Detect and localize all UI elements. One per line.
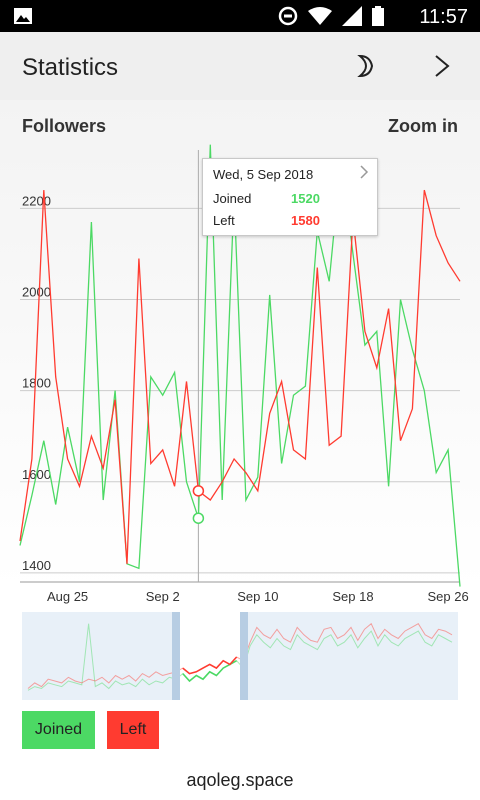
preview-handle-right[interactable] [240, 612, 248, 700]
preview-window-line-joined [182, 659, 237, 683]
tooltip[interactable]: Wed, 5 Sep 2018 Joined 1520 Left 1580 [202, 158, 378, 236]
footer-link[interactable]: aqoleg.space [186, 770, 294, 790]
zoom-in-button[interactable]: Zoom in [388, 116, 458, 136]
series-line-joined [19, 144, 461, 587]
x-tick-label: Sep 10 [237, 589, 278, 604]
gallery-icon [14, 8, 32, 24]
moon-icon[interactable] [350, 52, 378, 80]
tooltip-label-left: Left [213, 213, 235, 228]
tooltip-value-left: 1580 [291, 213, 320, 228]
chart-title: Followers [22, 116, 107, 136]
preview-window [180, 612, 240, 700]
y-tick-label: 1800 [22, 376, 51, 391]
preview-handle-left[interactable] [172, 612, 180, 700]
selected-point-left [192, 485, 205, 497]
series-line-left [19, 189, 461, 564]
y-tick-label: 1400 [22, 558, 51, 573]
battery-icon [372, 6, 384, 26]
app-bar: Statistics [0, 32, 480, 100]
chevron-right-icon[interactable] [428, 52, 456, 80]
y-tick-label: 2200 [22, 193, 51, 208]
page-title: Statistics [22, 54, 119, 81]
data-saver-icon [278, 6, 298, 26]
y-tick-label: 2000 [22, 284, 51, 299]
chevron-right-icon[interactable] [359, 165, 369, 179]
cell-signal-icon [342, 6, 362, 26]
tooltip-value-joined: 1520 [291, 191, 320, 206]
legend-joined-button[interactable]: Joined [22, 711, 95, 749]
preview-chart[interactable] [22, 612, 458, 700]
preview-window-line-left [182, 656, 238, 675]
x-tick-label: Sep 2 [146, 589, 180, 604]
x-tick-label: Aug 25 [47, 589, 88, 604]
tooltip-label-joined: Joined [213, 191, 252, 206]
selected-point-joined [192, 512, 205, 524]
legend: Joined Left [22, 711, 159, 749]
tooltip-date: Wed, 5 Sep 2018 [213, 167, 314, 182]
x-tick-label: Sep 18 [332, 589, 373, 604]
legend-left-button[interactable]: Left [107, 711, 159, 749]
clock: 11:57 [419, 6, 468, 28]
x-tick-label: Sep 26 [428, 589, 469, 604]
status-bar: 11:57 [0, 0, 480, 32]
wifi-icon [308, 7, 332, 25]
